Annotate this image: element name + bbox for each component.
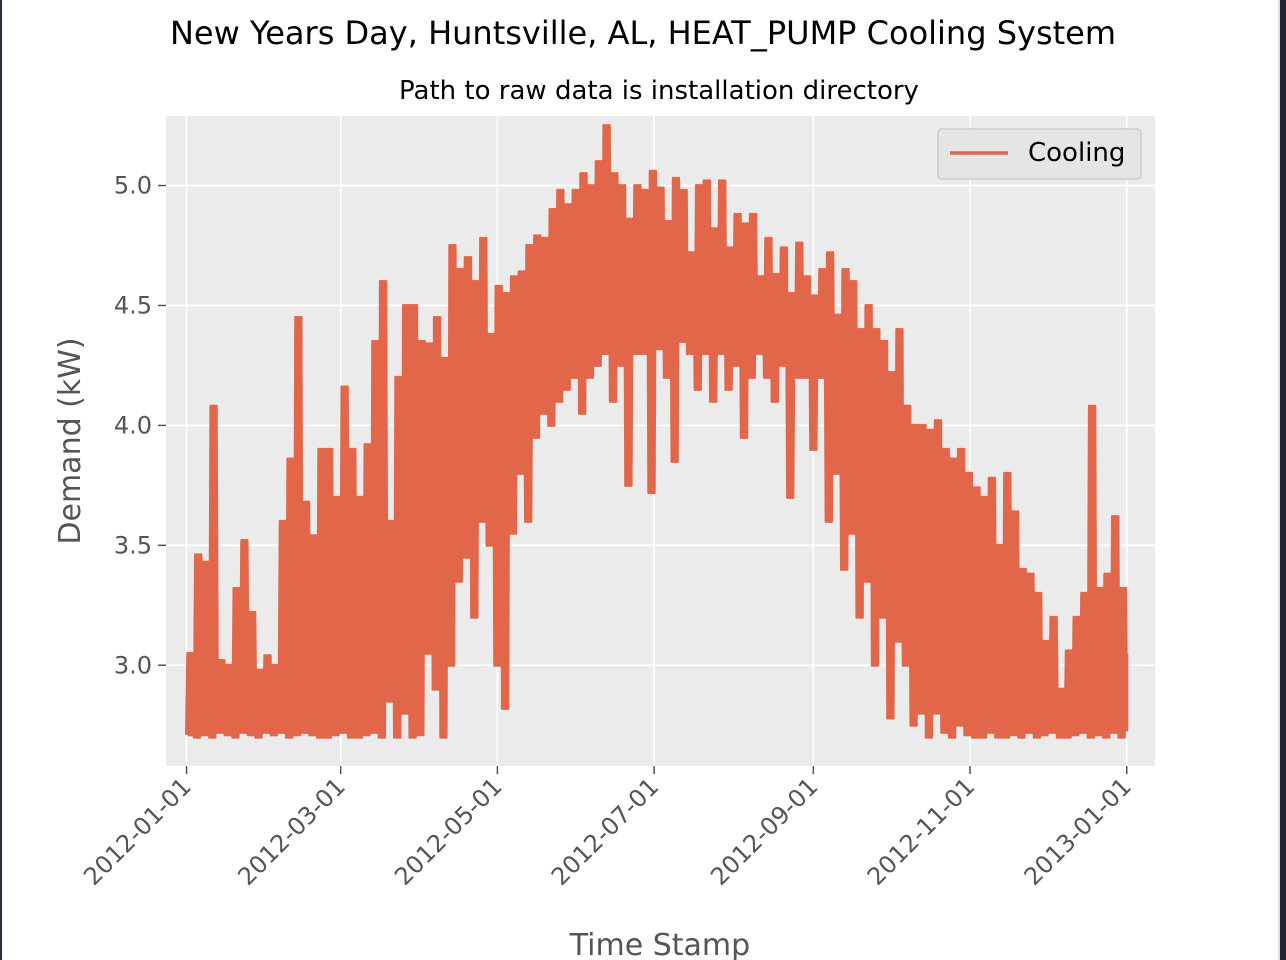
series-layer bbox=[185, 123, 1129, 739]
chart-subtitle: Path to raw data is installation directo… bbox=[399, 76, 919, 106]
x-tick-label: 2012-01-01 bbox=[78, 772, 196, 890]
x-axis-label: Time Stamp bbox=[569, 928, 750, 960]
x-tick-label: 2013-01-01 bbox=[1019, 772, 1137, 890]
window-edge-highlight bbox=[1278, 0, 1280, 960]
x-tick-label: 2012-11-01 bbox=[862, 772, 980, 890]
y-tick-label: 5.0 bbox=[114, 172, 152, 200]
x-tick-label: 2012-03-01 bbox=[232, 772, 350, 890]
window-edge-right bbox=[1280, 0, 1286, 960]
y-tick-label: 4.5 bbox=[114, 291, 152, 319]
y-tick-label: 3.5 bbox=[114, 531, 152, 559]
series-line-cooling bbox=[185, 123, 1129, 739]
window-edge-left bbox=[0, 0, 2, 960]
y-tick-label: 3.0 bbox=[114, 651, 152, 679]
x-tick-label: 2012-09-01 bbox=[705, 772, 823, 890]
y-axis-label: Demand (kW) bbox=[53, 337, 88, 544]
legend: Cooling bbox=[937, 128, 1142, 180]
y-tick-label: 4.0 bbox=[114, 411, 152, 439]
legend-label-cooling: Cooling bbox=[1028, 138, 1125, 168]
legend-box bbox=[937, 128, 1142, 180]
x-tick-label: 2012-05-01 bbox=[389, 772, 507, 890]
x-tick-label: 2012-07-01 bbox=[546, 772, 664, 890]
chart-title: New Years Day, Huntsville, AL, HEAT_PUMP… bbox=[170, 14, 1116, 52]
